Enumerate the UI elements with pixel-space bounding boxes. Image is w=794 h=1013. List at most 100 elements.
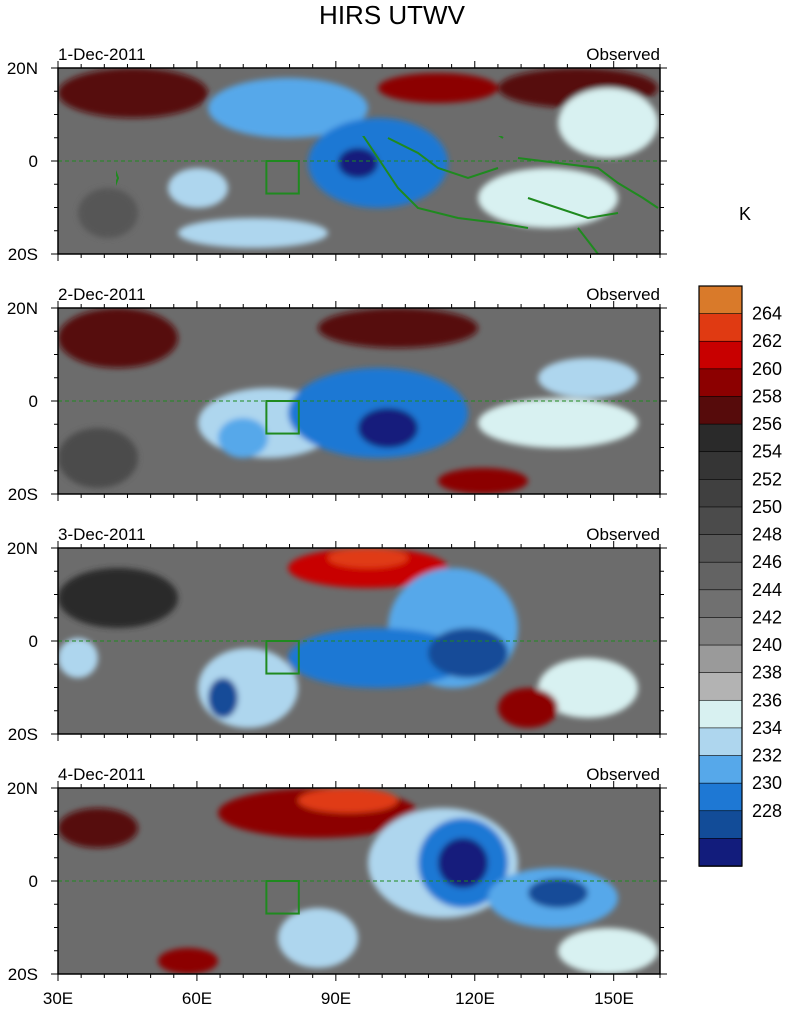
contour-region — [538, 358, 638, 398]
colorbar-swatch — [698, 534, 743, 563]
contour-region — [478, 168, 618, 228]
contour-region — [58, 308, 178, 368]
colorbar-swatch — [698, 479, 743, 508]
contour-region — [428, 628, 508, 678]
contour-region — [278, 908, 358, 968]
colorbar-frame — [698, 285, 743, 867]
contour-region — [478, 398, 638, 448]
panels: 20N 0 20S 1-Dec-2011 Observed 20N 0 20S 2-Dec-20… — [7, 45, 667, 984]
y-tick-label: 20S — [8, 965, 38, 984]
colorbar-label: 254 — [752, 442, 782, 462]
contour-region — [208, 78, 368, 138]
field-contours — [58, 308, 638, 494]
colorbar-label: 260 — [752, 359, 782, 379]
colorbar-swatch — [698, 755, 743, 784]
colorbar-label: 230 — [752, 773, 782, 793]
colorbar-swatch — [698, 644, 743, 674]
chart-title: HIRS UTWV — [319, 0, 466, 30]
panel-date: 2-Dec-2011 — [58, 285, 146, 304]
colorbar-swatch — [698, 368, 743, 398]
contour-region — [58, 638, 98, 678]
colorbar-label: 242 — [752, 607, 782, 627]
map-panel: 20N 0 20S 3-Dec-2011 Observed — [7, 525, 667, 744]
colorbar-label: 248 — [752, 525, 782, 545]
colorbar-label: 256 — [752, 414, 782, 434]
y-tick-label: 0 — [29, 392, 38, 411]
colorbar-swatch — [698, 451, 743, 481]
colorbar-label: 244 — [752, 580, 782, 600]
x-tick-label: 30E — [43, 989, 73, 1008]
y-tick-label: 20S — [8, 485, 38, 504]
colorbar-swatch — [698, 838, 743, 867]
contour-region — [58, 428, 138, 488]
panel-date: 4-Dec-2011 — [58, 765, 146, 784]
x-tick-label: 150E — [594, 989, 634, 1008]
contour-region — [378, 73, 498, 103]
colorbar-label: 228 — [752, 801, 782, 821]
y-tick-label: 20S — [8, 245, 38, 264]
contour-region — [338, 148, 378, 178]
contour-region — [328, 548, 408, 568]
colorbar-label: 252 — [752, 469, 782, 489]
contour-region — [558, 928, 658, 974]
contour-region — [158, 948, 218, 974]
contour-region — [558, 88, 658, 158]
colorbar-units: K — [739, 204, 751, 224]
contour-region — [58, 568, 178, 628]
y-tick-label: 20S — [8, 725, 38, 744]
colorbar-swatch — [698, 782, 743, 812]
field-contours — [58, 68, 658, 248]
x-tick-label: 90E — [321, 989, 351, 1008]
colorbar-swatch — [698, 396, 743, 425]
panel-date: 1-Dec-2011 — [58, 45, 146, 64]
contour-region — [438, 838, 488, 888]
y-tick-label: 20N — [7, 779, 38, 798]
contour-region — [58, 808, 138, 848]
y-tick-label: 0 — [29, 632, 38, 651]
region-box — [265, 880, 300, 915]
contour-region — [538, 658, 638, 718]
colorbar: 264 262 260 258 256 254 252 250 248 246 244 242 240 2… — [698, 285, 782, 867]
contour-region — [58, 68, 208, 118]
contour-region — [78, 188, 138, 238]
contour-region — [298, 788, 398, 813]
contour-region — [318, 308, 478, 348]
contour-region — [498, 688, 558, 728]
map-panel: 20N 0 20S 4-Dec-2011 Observed — [7, 765, 667, 984]
colorbar-swatch — [698, 561, 743, 591]
x-tick-label: 60E — [182, 989, 212, 1008]
region-box — [265, 640, 300, 675]
x-axis-labels: 30E 60E 90E 120E 150E — [43, 989, 634, 1008]
colorbar-label: 236 — [752, 690, 782, 710]
contour-region — [168, 168, 228, 208]
colorbar-swatch — [698, 423, 743, 453]
colorbar-swatch — [698, 810, 743, 840]
colorbar-label: 246 — [752, 552, 782, 572]
coastline — [116, 136, 659, 255]
contour-region — [358, 408, 418, 448]
y-tick-label: 20N — [7, 59, 38, 78]
colorbar-label: 250 — [752, 497, 782, 517]
field-contours — [58, 788, 658, 974]
colorbar-swatch — [698, 672, 743, 702]
colorbar-label: 232 — [752, 746, 782, 766]
colorbar-swatch — [698, 313, 743, 343]
panel-label: Observed — [586, 285, 660, 304]
panel-label: Observed — [586, 525, 660, 544]
colorbar-label: 234 — [752, 718, 782, 738]
y-tick-label: 20N — [7, 299, 38, 318]
map-panel: 20N 0 20S 2-Dec-2011 Observed — [7, 285, 667, 504]
contour-region — [528, 878, 588, 908]
colorbar-label: 258 — [752, 386, 782, 406]
colorbar-swatch — [698, 340, 743, 370]
y-tick-label: 0 — [29, 152, 38, 171]
colorbar-label: 262 — [752, 331, 782, 351]
contour-region — [288, 628, 468, 688]
y-tick-label: 0 — [29, 872, 38, 891]
colorbar-swatch — [698, 285, 743, 315]
colorbar-label: 240 — [752, 635, 782, 655]
colorbar-label: 264 — [752, 304, 782, 324]
contour-region — [178, 218, 328, 248]
colorbar-label: 238 — [752, 663, 782, 683]
colorbar-swatch — [698, 727, 743, 757]
